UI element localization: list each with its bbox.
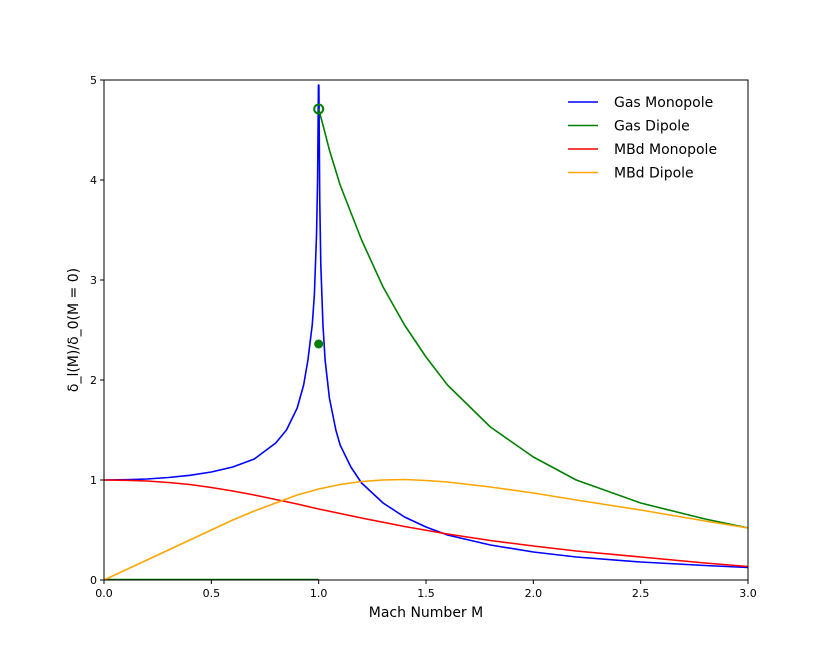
y-tick-label: 4 bbox=[90, 174, 97, 187]
y-axis-ticks: 0 1 2 3 4 5 bbox=[90, 74, 104, 587]
y-tick-label: 0 bbox=[90, 574, 97, 587]
x-tick-label: 3.0 bbox=[739, 587, 757, 600]
axes-frame bbox=[103, 79, 749, 581]
x-tick-label: 2.0 bbox=[525, 587, 543, 600]
x-tick-label: 0.0 bbox=[95, 587, 113, 600]
series-line-mbd-dipole bbox=[104, 478, 748, 580]
legend-label-gas-monopole: Gas Monopole bbox=[614, 95, 713, 111]
legend-label-mbd-dipole: MBd Dipole bbox=[614, 166, 694, 182]
y-tick-label: 3 bbox=[90, 274, 97, 287]
series-line-mbd-monopole bbox=[104, 479, 748, 568]
series-line-gas-dipole bbox=[317, 108, 748, 529]
y-tick-label: 2 bbox=[90, 374, 97, 387]
x-axis-ticks: 0.0 0.5 1.0 1.5 2.0 2.5 3.0 bbox=[95, 580, 757, 600]
x-tick-label: 0.5 bbox=[203, 587, 221, 600]
y-axis-label: δ_l(M)/δ_0(M = 0) bbox=[66, 268, 82, 392]
marker-open-circle bbox=[313, 103, 325, 115]
x-tick-label: 2.5 bbox=[632, 587, 650, 600]
x-tick-label: 1.0 bbox=[310, 587, 328, 600]
legend-label-gas-dipole: Gas Dipole bbox=[614, 119, 690, 135]
x-axis-label: Mach Number M bbox=[369, 605, 483, 621]
plot-area bbox=[104, 84, 748, 580]
legend: Gas Monopole Gas Dipole MBd Monopole MBd Di… bbox=[568, 95, 717, 182]
legend-label-mbd-monopole: MBd Monopole bbox=[614, 142, 717, 158]
marker-filled-circle bbox=[314, 339, 324, 349]
y-tick-label: 1 bbox=[90, 474, 97, 487]
x-tick-label: 1.5 bbox=[417, 587, 435, 600]
y-tick-label: 5 bbox=[90, 74, 97, 87]
